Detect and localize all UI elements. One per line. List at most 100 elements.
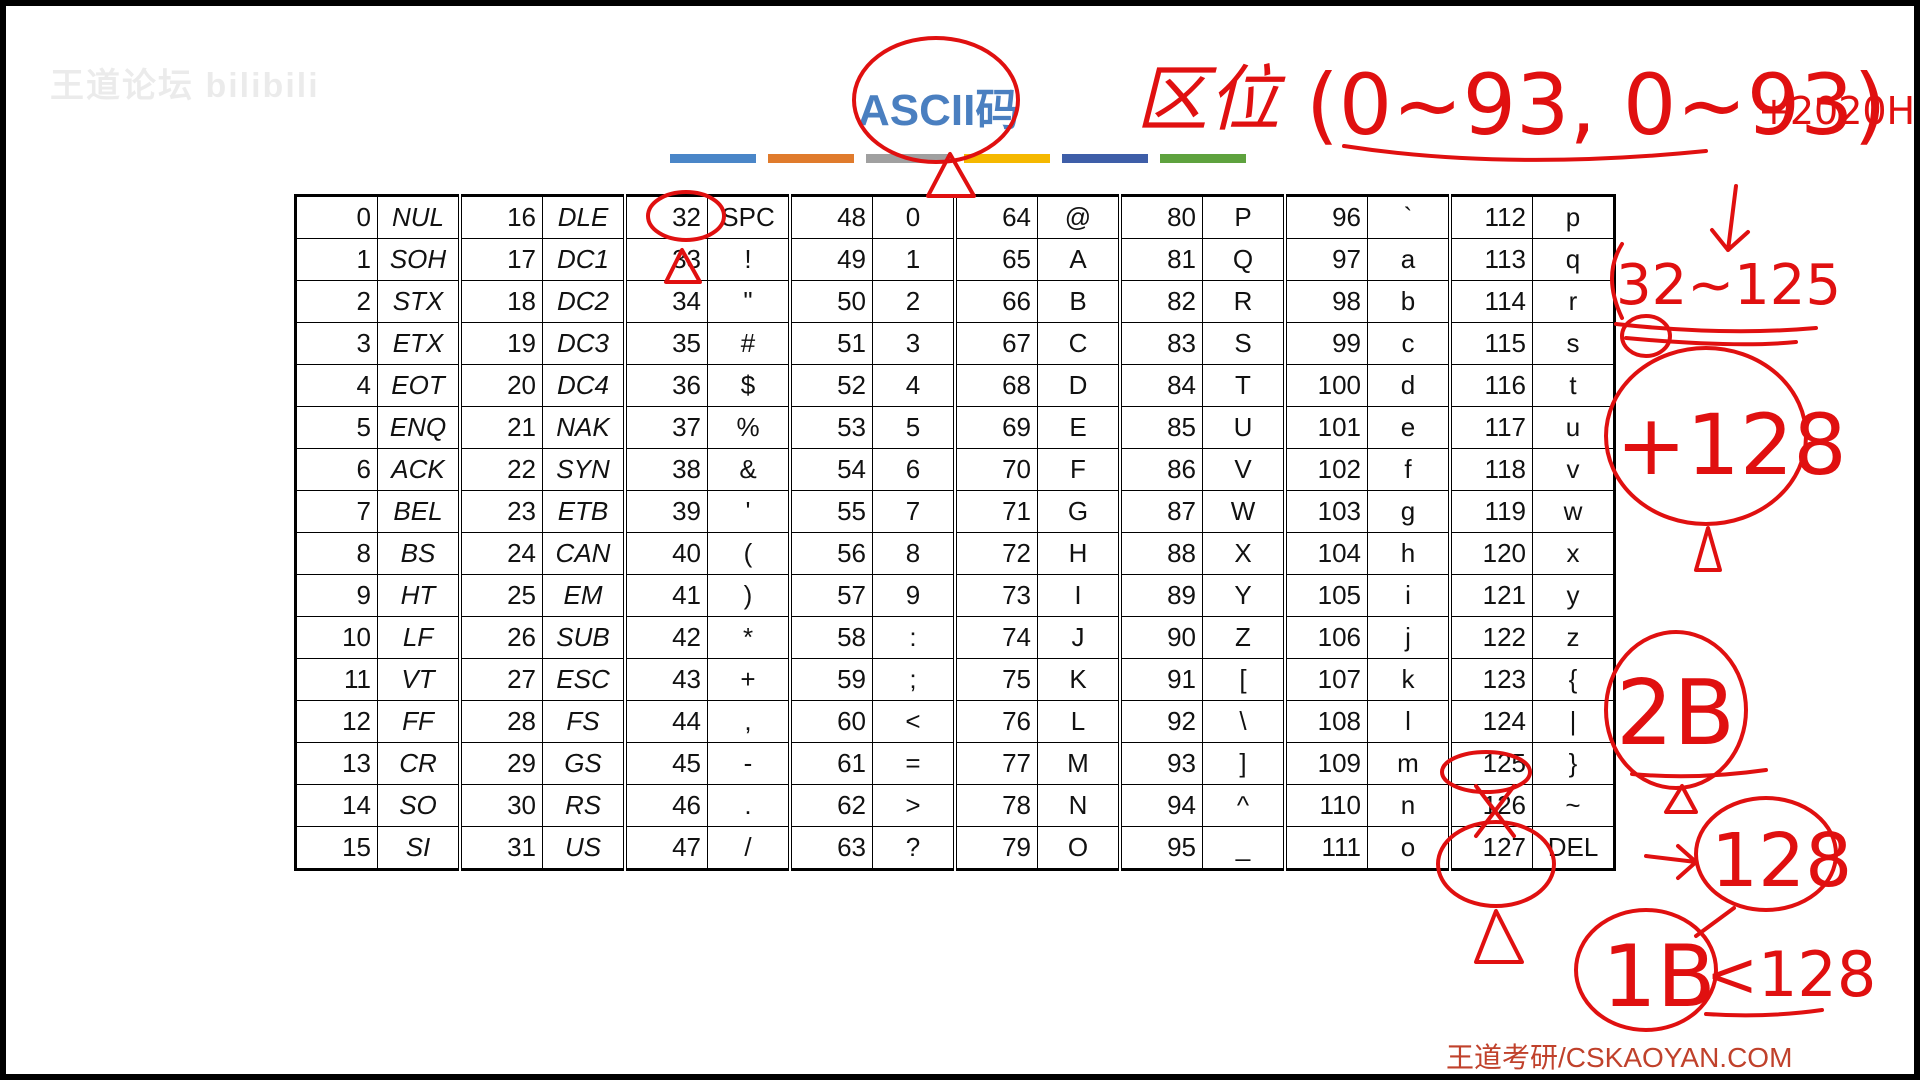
ascii-code: 120 xyxy=(1449,532,1533,575)
ascii-code: 32 xyxy=(624,195,708,239)
underline-lt128 xyxy=(1704,1008,1824,1018)
arrow-to-128 xyxy=(1644,844,1698,880)
table-row: 0 NUL 16 DLE 32 SPC 48 0 64 @80 P 96 ` 112 p xyxy=(295,195,1615,239)
table-row: 9 HT 25 EM 41) 57 9 73 I 89 Y 105 i 121 y xyxy=(295,574,1615,617)
ascii-char: V xyxy=(1202,448,1287,491)
triangle-127 xyxy=(1474,909,1524,964)
table-row: 12 FF 28 FS 44, 60 <76 L 92 \ 108 l 124 | xyxy=(295,700,1615,743)
arrow-down xyxy=(1710,184,1750,252)
ascii-char: ' xyxy=(707,490,792,533)
ascii-code: 56 xyxy=(789,532,873,575)
ascii-char: SI xyxy=(377,826,462,870)
ascii-char: x xyxy=(1532,532,1615,575)
ascii-char: ^ xyxy=(1202,784,1287,827)
table-row: 5 ENQ 21 NAK 37% 53 5 69 E 85 U 101 e 117 u xyxy=(295,406,1615,449)
ascii-code: 117 xyxy=(1449,406,1533,449)
ascii-code: 104 xyxy=(1284,532,1368,575)
ascii-code: 6 xyxy=(295,448,378,491)
ascii-char: < xyxy=(872,700,957,743)
ascii-code: 96 xyxy=(1284,195,1368,239)
ascii-char: ETX xyxy=(377,322,462,365)
table-row: 13 CR 29 GS 45-61 = 77 M 93] 109 m 125} xyxy=(295,742,1615,785)
ascii-char: I xyxy=(1037,574,1122,617)
underline-2b xyxy=(1630,768,1768,779)
table-row: 4 EOT 20 DC4 36 $52 4 68 D 84 T 100 d 116 t xyxy=(295,364,1615,407)
ascii-char: \ xyxy=(1202,700,1287,743)
ascii-char: 3 xyxy=(872,322,957,365)
ascii-char: RS xyxy=(542,784,627,827)
ascii-code: 26 xyxy=(459,616,543,659)
ascii-char: } xyxy=(1532,742,1615,785)
annotation-lt128: <128 xyxy=(1706,938,1876,1011)
ascii-code: 19 xyxy=(459,322,543,365)
ascii-code: 67 xyxy=(954,322,1038,365)
ascii-code: 111 xyxy=(1284,826,1368,870)
ascii-code: 1 xyxy=(295,238,378,281)
ascii-char: CR xyxy=(377,742,462,785)
ascii-code: 51 xyxy=(789,322,873,365)
ascii-code: 75 xyxy=(954,658,1038,701)
table-row: 2 STX 18 DC2 34 " 50 2 66 B 82 R 98 b 114 r xyxy=(295,280,1615,323)
ascii-code: 61 xyxy=(789,742,873,785)
ascii-char: w xyxy=(1532,490,1615,533)
ascii-code: 5 xyxy=(295,406,378,449)
triangle-plus128 xyxy=(1694,526,1722,572)
ascii-char: q xyxy=(1532,238,1615,281)
ascii-char: # xyxy=(707,322,792,365)
ascii-code: 79 xyxy=(954,826,1038,870)
ascii-char: H xyxy=(1037,532,1122,575)
scribble-mark xyxy=(1620,314,1672,358)
annotation-plus128: +128 xyxy=(1616,396,1847,494)
ascii-char: F xyxy=(1037,448,1122,491)
ascii-char: STX xyxy=(377,280,462,323)
ascii-code: 73 xyxy=(954,574,1038,617)
table-row: 8 BS 24 CAN 40(56 8 72 H 88 X 104 h 120 x xyxy=(295,532,1615,575)
ascii-code: 22 xyxy=(459,448,543,491)
ascii-code: 122 xyxy=(1449,616,1533,659)
ascii-code: 101 xyxy=(1284,406,1368,449)
ascii-char: GS xyxy=(542,742,627,785)
ascii-code: 4 xyxy=(295,364,378,407)
ascii-code: 88 xyxy=(1119,532,1203,575)
ascii-code: 83 xyxy=(1119,322,1203,365)
ascii-char: BS xyxy=(377,532,462,575)
ascii-code: 53 xyxy=(789,406,873,449)
ascii-code: 65 xyxy=(954,238,1038,281)
ascii-char: : xyxy=(872,616,957,659)
ascii-code: 28 xyxy=(459,700,543,743)
ascii-code: 17 xyxy=(459,238,543,281)
ascii-code: 25 xyxy=(459,574,543,617)
ascii-char: B xyxy=(1037,280,1122,323)
ascii-char: i xyxy=(1367,574,1452,617)
ascii-code: 46 xyxy=(624,784,708,827)
color-bar-segment xyxy=(768,154,854,163)
ascii-code: 58 xyxy=(789,616,873,659)
color-bar-segment xyxy=(866,154,952,163)
ascii-code: 92 xyxy=(1119,700,1203,743)
ascii-char: g xyxy=(1367,490,1452,533)
underline-printable xyxy=(1614,322,1818,347)
ascii-code: 15 xyxy=(295,826,378,870)
ascii-code: 40 xyxy=(624,532,708,575)
ascii-code: 20 xyxy=(459,364,543,407)
table-row: 3 ETX 19 DC3 35 #51 3 67 C 83 S 99 c 115 s xyxy=(295,322,1615,365)
ascii-code: 94 xyxy=(1119,784,1203,827)
ascii-code: 9 xyxy=(295,574,378,617)
ascii-code: 74 xyxy=(954,616,1038,659)
ascii-char: & xyxy=(707,448,792,491)
underline-range xyxy=(1342,144,1708,162)
ascii-char: 9 xyxy=(872,574,957,617)
ascii-code: 2 xyxy=(295,280,378,323)
ascii-char: A xyxy=(1037,238,1122,281)
ascii-code: 80 xyxy=(1119,195,1203,239)
annotation-2b: 2B xyxy=(1616,661,1735,766)
ascii-char: c xyxy=(1367,322,1452,365)
page-title: ASCII码 xyxy=(858,86,1020,135)
ascii-char: s xyxy=(1532,322,1615,365)
ascii-char: K xyxy=(1037,658,1122,701)
ascii-char: 6 xyxy=(872,448,957,491)
circle-1b xyxy=(1574,908,1718,1032)
ascii-char: DLE xyxy=(542,195,627,239)
ascii-char: J xyxy=(1037,616,1122,659)
ascii-char: , xyxy=(707,700,792,743)
